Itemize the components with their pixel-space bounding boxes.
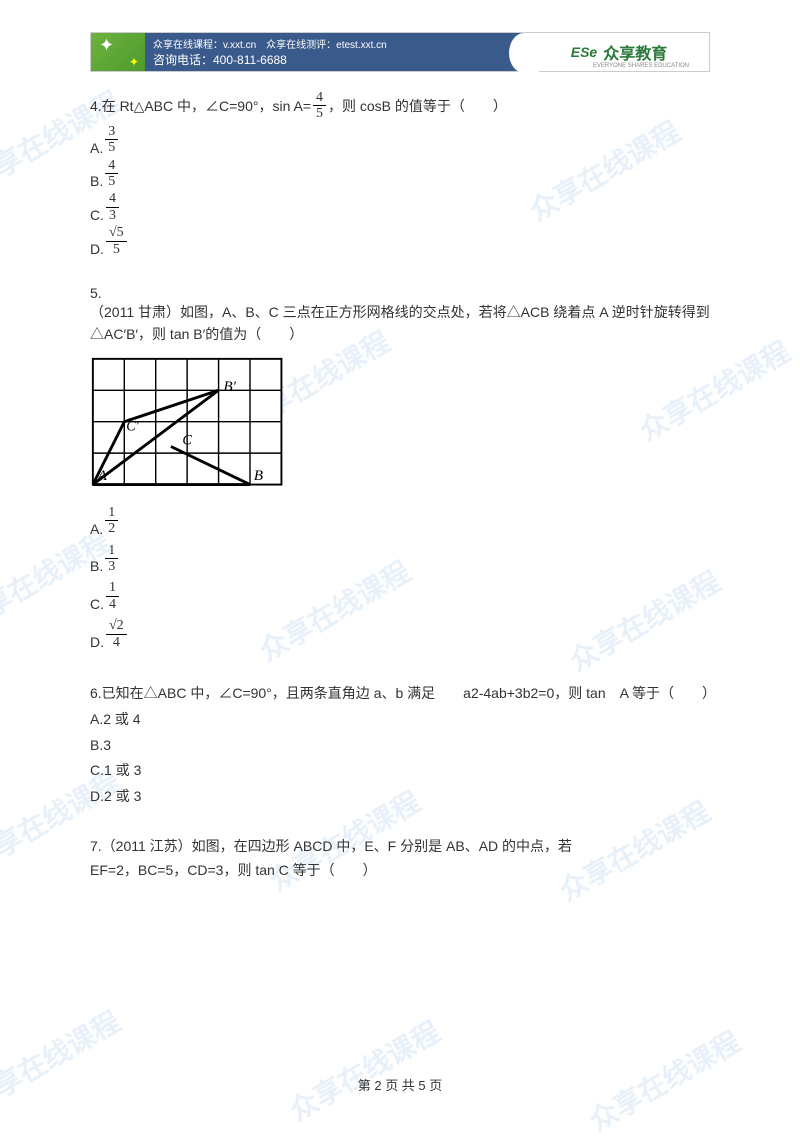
brand-cn-text: 众享教育 <box>603 40 667 64</box>
q6-options: A.2 或 4 B.3 C.1 或 3 D.2 或 3 <box>90 708 710 809</box>
q4-frac-den: 5 <box>313 105 326 121</box>
page-footer: 第 2 页 共 5 页 <box>0 1075 800 1094</box>
q5-option-a: A. 12 <box>90 505 710 537</box>
q4-option-b: B. 45 <box>90 158 710 190</box>
q5-option-c: C. 14 <box>90 580 710 612</box>
header-banner: 众享在线课程：v.xxt.cn 众享在线测评：etest.xxt.cn 咨询电话… <box>90 32 710 72</box>
page-content: 4.在 Rt△ABC 中，∠C=90°，sin A= 4 5 ，则 cosB 的… <box>90 90 710 882</box>
brand-sub-text: EVERYONE SHARES EDUCATION <box>593 63 689 69</box>
svg-text:C′: C′ <box>126 418 140 434</box>
question-7: 7.（2011 江苏）如图，在四边形 ABCD 中，E、F 分别是 AB、AD … <box>90 835 710 883</box>
question-6: 6.已知在△ABC 中，∠C=90°，且两条直角边 a、b 满足 a2-4ab+… <box>90 682 710 809</box>
q4-option-c: C. 43 <box>90 191 710 223</box>
q5-option-d: D. √24 <box>90 618 710 650</box>
q6-option-d: D.2 或 3 <box>90 785 710 809</box>
banner-logo-icon <box>91 33 145 71</box>
q5-options: A. 12 B. 13 C. 14 D. √24 <box>90 505 710 650</box>
q4-option-d: D. √55 <box>90 225 710 257</box>
q7-line1: 7.（2011 江苏）如图，在四边形 ABCD 中，E、F 分别是 AB、AD … <box>90 835 710 859</box>
q4-option-a: A. 35 <box>90 124 710 156</box>
q5-stem: （2011 甘肃）如图，A、B、C 三点在正方形网格线的交点处，若将△ACB 绕… <box>90 301 710 346</box>
q4-stem-pre: 4.在 Rt△ABC 中，∠C=90°，sin A= <box>90 96 311 116</box>
q7-line2: EF=2，BC=5，CD=3，则 tan C 等于（ ） <box>90 859 710 883</box>
q6-option-a: A.2 或 4 <box>90 708 710 732</box>
q4-frac-num: 4 <box>313 90 326 105</box>
q4-stem-post: ，则 cosB 的值等于（ ） <box>328 96 507 116</box>
banner-line1: 众享在线课程：v.xxt.cn 众享在线测评：etest.xxt.cn <box>153 36 529 51</box>
banner-brand: ESe 众享教育 EVERYONE SHARES EDUCATION <box>529 33 709 71</box>
q6-option-c: C.1 或 3 <box>90 759 710 783</box>
q6-option-b: B.3 <box>90 734 710 758</box>
svg-text:A: A <box>97 466 108 483</box>
svg-text:C: C <box>182 432 192 448</box>
q6-stem: 6.已知在△ABC 中，∠C=90°，且两条直角边 a、b 满足 a2-4ab+… <box>90 682 710 706</box>
question-4: 4.在 Rt△ABC 中，∠C=90°，sin A= 4 5 ，则 cosB 的… <box>90 90 710 257</box>
q5-grid-figure: A B C C′ B′ <box>90 356 290 494</box>
q4-stem: 4.在 Rt△ABC 中，∠C=90°，sin A= 4 5 ，则 cosB 的… <box>90 90 710 122</box>
q5-number: 5. <box>90 285 710 301</box>
svg-text:B′: B′ <box>223 378 236 395</box>
q5-option-b: B. 13 <box>90 543 710 575</box>
brand-logo-text: ESe <box>571 44 597 60</box>
banner-line2: 咨询电话：400-811-6688 <box>153 51 529 68</box>
banner-text: 众享在线课程：v.xxt.cn 众享在线测评：etest.xxt.cn 咨询电话… <box>145 33 529 71</box>
question-5: 5. （2011 甘肃）如图，A、B、C 三点在正方形网格线的交点处，若将△AC… <box>90 285 710 650</box>
svg-text:B: B <box>254 466 263 483</box>
